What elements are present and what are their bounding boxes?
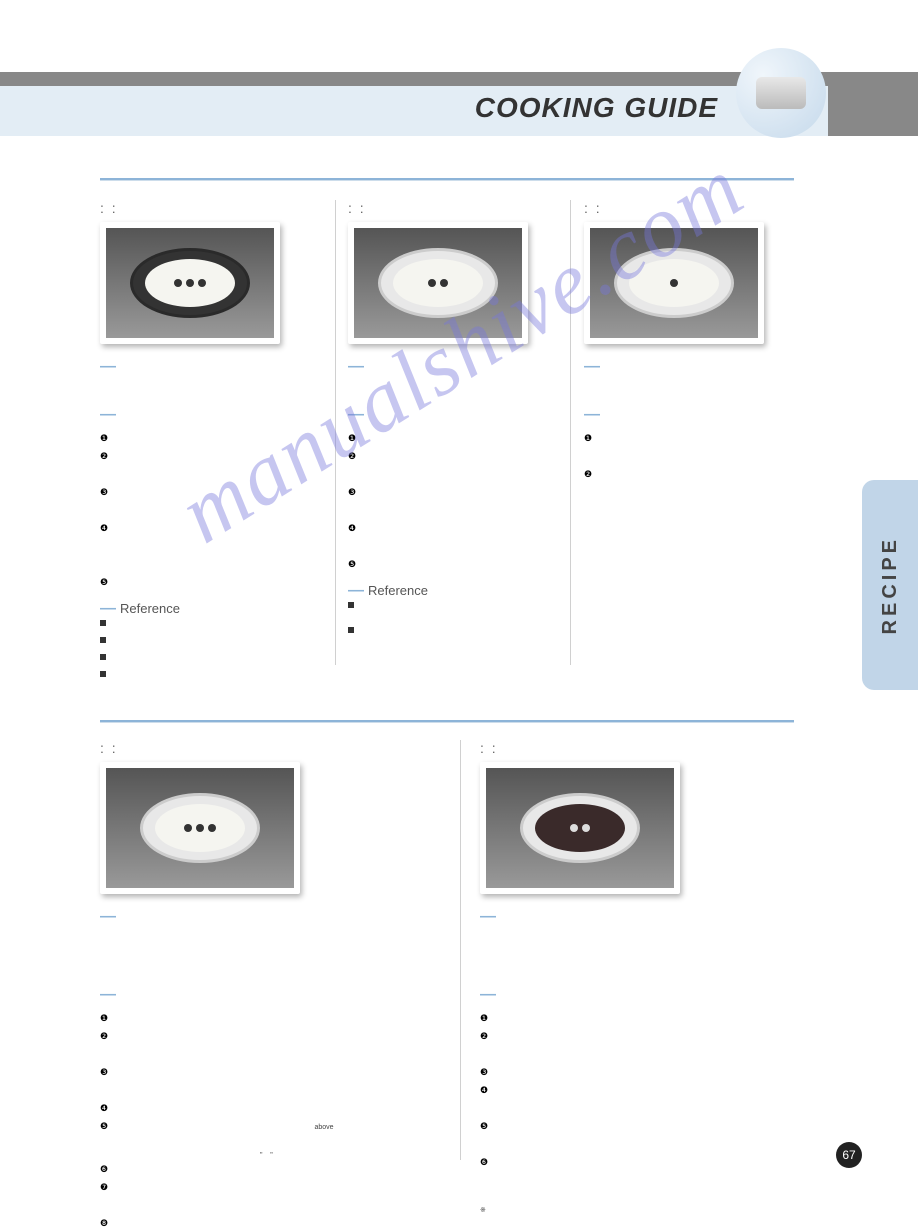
recipe-photo-frame xyxy=(480,762,680,894)
method-marker: — xyxy=(584,406,600,423)
ingredients-marker: — xyxy=(348,358,364,375)
square-bullet xyxy=(348,602,354,608)
column-divider-1 xyxy=(335,200,336,665)
recipe-photo xyxy=(106,228,274,338)
ingredients-marker: — xyxy=(480,908,496,925)
step-bullet: ❻ xyxy=(480,1157,490,1168)
step-bullet: ❽ xyxy=(100,1218,110,1229)
step-bullet: ❻ xyxy=(100,1164,110,1175)
step-bullet: ❶ xyxy=(348,433,358,444)
quote-marks: " " xyxy=(260,1152,440,1159)
step-bullet: ❷ xyxy=(480,1031,490,1042)
page-number-badge: 67 xyxy=(836,1142,862,1168)
square-bullet xyxy=(348,627,354,633)
gray-bar-right xyxy=(828,86,918,136)
square-bullet xyxy=(100,620,106,626)
step-bullet: ❸ xyxy=(480,1067,490,1078)
reference-label: Reference xyxy=(120,601,180,616)
divider-top xyxy=(100,178,794,181)
square-bullet xyxy=(100,637,106,643)
square-bullet xyxy=(100,654,106,660)
note-symbol: ※ xyxy=(480,1206,780,1214)
reference-label: Reference xyxy=(368,583,428,598)
recipe-card-2: : : — — ❶ ❷ ❸ ❹ ❺ — Reference xyxy=(348,200,563,644)
step-bullet: ❶ xyxy=(100,433,110,444)
step-bullet: ❷ xyxy=(348,451,358,462)
recipe-photo-frame xyxy=(584,222,764,344)
method-marker: — xyxy=(480,986,496,1003)
step-bullet: ❸ xyxy=(100,1067,110,1078)
step-bullet: ❹ xyxy=(348,523,358,534)
divider-mid xyxy=(100,720,794,723)
step-bullet: ❷ xyxy=(100,1031,110,1042)
step-bullet: ❸ xyxy=(348,487,358,498)
recipe-card-3: : : — — ❶ ❷ xyxy=(584,200,799,482)
side-tab: RECIPE xyxy=(862,480,918,690)
step-bullet: ❶ xyxy=(584,433,594,444)
step-bullet: ❸ xyxy=(100,487,110,498)
ingredients-marker: — xyxy=(100,358,116,375)
step-bullet: ❷ xyxy=(100,451,110,462)
step-bullet: ❺ xyxy=(348,559,358,570)
step-bullet: ❹ xyxy=(480,1085,490,1096)
step-bullet: ❺ xyxy=(480,1121,490,1132)
step-bullet: ❹ xyxy=(100,1103,110,1114)
recipe-photo xyxy=(106,768,294,888)
reference-marker: — xyxy=(348,582,364,599)
recipe-photo-frame xyxy=(100,762,300,894)
recipe-dots: : : xyxy=(348,200,563,216)
step-bullet: ❺ xyxy=(100,577,110,588)
ingredients-marker: — xyxy=(584,358,600,375)
recipe-dots: : : xyxy=(584,200,799,216)
step-bullet: ❺ xyxy=(100,1121,110,1132)
step-bullet: ❶ xyxy=(480,1013,490,1024)
recipe-dots: : : xyxy=(100,740,440,756)
side-tab-label: RECIPE xyxy=(879,536,902,634)
step-bullet: ❷ xyxy=(584,469,594,480)
page-number: 67 xyxy=(842,1148,855,1162)
column-divider-2 xyxy=(570,200,571,665)
column-divider-3 xyxy=(460,740,461,1160)
square-bullet xyxy=(100,671,106,677)
recipe-photo xyxy=(354,228,522,338)
product-icon xyxy=(756,77,806,109)
recipe-photo xyxy=(486,768,674,888)
method-marker: — xyxy=(348,406,364,423)
recipe-photo-frame xyxy=(348,222,528,344)
recipe-card-5: : : — — ❶ ❷ ❸ ❹ ❺ ❻ ※ xyxy=(480,740,780,1214)
header-product-circle xyxy=(736,48,826,138)
note-word: above xyxy=(314,1124,333,1131)
recipe-dots: : : xyxy=(100,200,315,216)
ingredients-marker: — xyxy=(100,908,116,925)
recipe-dots: : : xyxy=(480,740,780,756)
reference-marker: — xyxy=(100,600,116,617)
method-marker: — xyxy=(100,986,116,1003)
recipe-photo-frame xyxy=(100,222,280,344)
method-marker: — xyxy=(100,406,116,423)
recipe-photo xyxy=(590,228,758,338)
recipe-card-1: : : — — ❶ ❷ ❸ ❹ ❺ — Reference xyxy=(100,200,315,688)
step-bullet: ❶ xyxy=(100,1013,110,1024)
page-title: COOKING GUIDE xyxy=(475,92,718,124)
recipe-card-4: : : — — ❶ ❷ ❸ ❹ ❺ above " " ❻ ❼ ❽ xyxy=(100,740,440,1231)
step-bullet: ❹ xyxy=(100,523,110,534)
